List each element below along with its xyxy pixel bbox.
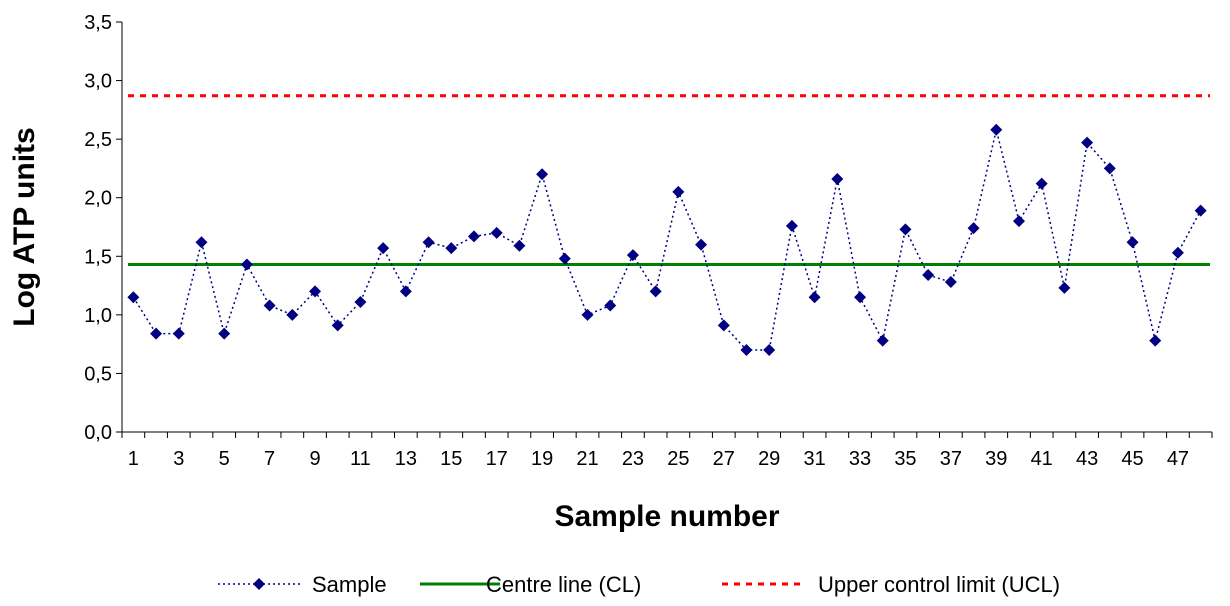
sample-point (831, 173, 843, 185)
sample-point (241, 258, 253, 270)
x-tick-label: 37 (940, 448, 962, 470)
sample-point (922, 269, 934, 281)
sample-point (809, 291, 821, 303)
sample-point (377, 242, 389, 254)
sample-point (899, 223, 911, 235)
x-tick-label: 23 (622, 448, 644, 470)
sample-point (309, 285, 321, 297)
sample-point (195, 236, 207, 248)
sample-point (400, 285, 412, 297)
sample-point (445, 242, 457, 254)
legend-sample-label: Sample (312, 572, 387, 597)
sample-point (559, 253, 571, 265)
sample-point (695, 239, 707, 251)
sample-point (173, 328, 185, 340)
x-tick-label: 27 (713, 448, 735, 470)
x-axis-title: Sample number (554, 500, 779, 533)
sample-point (1195, 205, 1207, 217)
sample-point (1127, 236, 1139, 248)
x-tick-label: 21 (576, 448, 598, 470)
x-tick-label: 3 (173, 448, 184, 470)
x-tick-label: 7 (264, 448, 275, 470)
sample-point (491, 227, 503, 239)
x-tick-label: 25 (667, 448, 689, 470)
sample-point (218, 328, 230, 340)
x-tick-label: 31 (803, 448, 825, 470)
y-tick-label: 0,5 (84, 363, 112, 385)
sample-point (468, 230, 480, 242)
x-tick-label: 9 (309, 448, 320, 470)
sample-point (264, 299, 276, 311)
sample-point (990, 124, 1002, 136)
sample-point (763, 344, 775, 356)
sample-point (1058, 282, 1070, 294)
legend: Sample Centre line (CL) Upper control limi… (218, 572, 1060, 597)
y-tick-label: 0,0 (84, 422, 112, 444)
sample-point (718, 319, 730, 331)
sample-point (127, 291, 139, 303)
y-tick-label: 1,5 (84, 246, 112, 268)
y-tick-label: 2,0 (84, 188, 112, 210)
sample-point (536, 168, 548, 180)
x-tick-label: 19 (531, 448, 553, 470)
sample-point (286, 309, 298, 321)
sample-point (1013, 215, 1025, 227)
sample-point (1104, 162, 1116, 174)
sample-point (582, 309, 594, 321)
x-tick-label: 47 (1167, 448, 1189, 470)
sample-point (604, 299, 616, 311)
x-tick-label: 1 (128, 448, 139, 470)
sample-point (354, 296, 366, 308)
y-tick-label: 2,5 (84, 129, 112, 151)
x-tick-label: 17 (486, 448, 508, 470)
legend-ucl-label: Upper control limit (UCL) (818, 572, 1060, 597)
legend-sample-marker (253, 578, 265, 590)
sample-point (786, 220, 798, 232)
sample-point (877, 335, 889, 347)
y-tick-label: 3,0 (84, 71, 112, 93)
sample-point (672, 186, 684, 198)
sample-point (945, 276, 957, 288)
x-tick-label: 29 (758, 448, 780, 470)
legend-cl-label: Centre line (CL) (486, 572, 641, 597)
y-tick-label: 3,5 (84, 12, 112, 34)
x-tick-label: 45 (1121, 448, 1143, 470)
x-tick-label: 5 (219, 448, 230, 470)
x-tick-label: 35 (894, 448, 916, 470)
x-tick-label: 33 (849, 448, 871, 470)
sample-point (854, 291, 866, 303)
x-tick-label: 15 (440, 448, 462, 470)
x-tick-label: 43 (1076, 448, 1098, 470)
y-axis-title: Log ATP units (8, 127, 41, 326)
sample-point (1172, 247, 1184, 259)
sample-point (650, 285, 662, 297)
x-tick-label: 39 (985, 448, 1007, 470)
sample-point (423, 236, 435, 248)
sample-point (332, 319, 344, 331)
sample-point (1036, 178, 1048, 190)
sample-point (1149, 335, 1161, 347)
x-tick-label: 11 (350, 448, 371, 470)
sample-point (513, 240, 525, 252)
x-tick-label: 13 (395, 448, 417, 470)
sample-point (150, 328, 162, 340)
y-tick-label: 1,0 (84, 305, 112, 327)
x-tick-label: 41 (1031, 448, 1053, 470)
sample-point (968, 222, 980, 234)
sample-point (627, 249, 639, 261)
plot-area: 0,00,51,01,52,02,53,03,51 3 5 7 9 11 13 15 17 19 2… (84, 12, 1212, 470)
